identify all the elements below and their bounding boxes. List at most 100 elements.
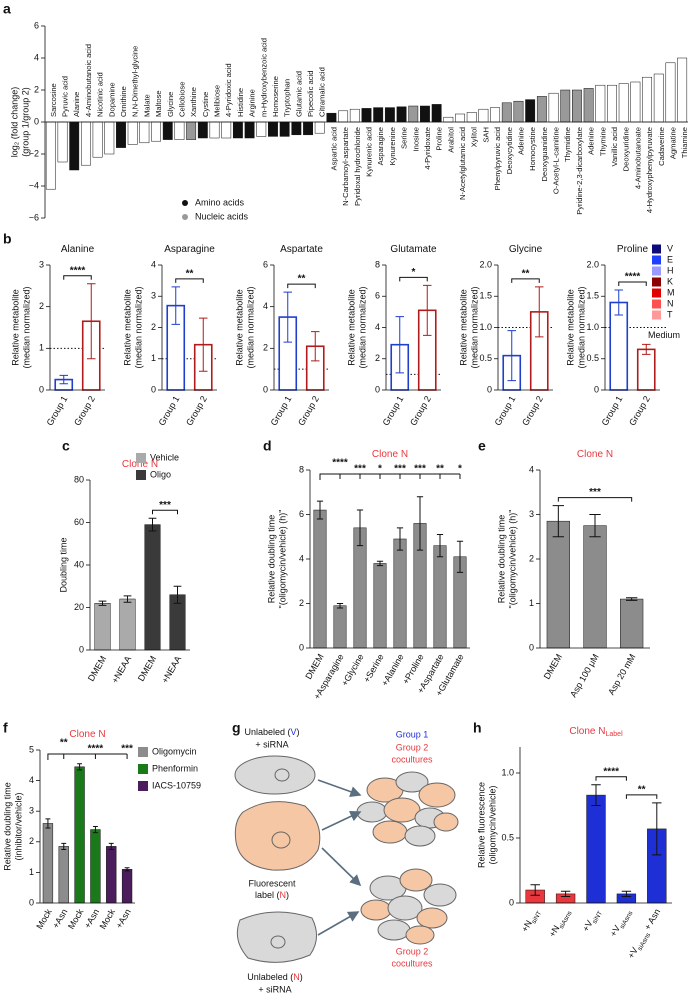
error-bar <box>395 316 405 374</box>
bar <box>279 121 290 137</box>
group-label: Group 1 <box>396 729 429 739</box>
x-tick-label: DMEM <box>136 654 158 683</box>
y-axis-label: (group 1/group 2) <box>20 87 30 157</box>
y-tick-label: 0 <box>79 644 84 654</box>
y-tick-label: 20 <box>74 602 84 612</box>
y-tick-label: 1 <box>529 598 534 608</box>
y-tick-label: 0.5 <box>479 353 492 363</box>
x-tick-label: Group 1 <box>269 394 294 427</box>
y-tick-label: 1.0 <box>501 767 514 777</box>
x-tick-label: Group 1 <box>45 394 70 427</box>
y-axis-label: (median normalized) <box>133 286 143 368</box>
significance-bracket <box>47 753 128 760</box>
x-tick-label: Glycine <box>166 92 175 117</box>
x-tick-label: Adenine <box>587 127 596 155</box>
error-bar <box>560 890 571 897</box>
y-tick-label: 0 <box>529 642 534 652</box>
significance-label: * <box>412 267 416 278</box>
legend-marker <box>652 244 661 254</box>
bar <box>121 869 133 904</box>
title-text: Alanine <box>61 244 95 255</box>
arrows <box>317 779 362 936</box>
significance-label: **** <box>603 766 619 777</box>
x-tick-label: Thymine <box>598 127 607 156</box>
bar <box>546 520 570 649</box>
bar <box>232 121 243 139</box>
y-tick-label: 80 <box>74 474 84 484</box>
significance-bracket <box>287 283 316 289</box>
y-axis-label: (median normalized) <box>469 286 479 368</box>
bar <box>313 509 327 649</box>
chart-title: Glycine <box>509 244 543 255</box>
chart-title: Alanine <box>61 244 95 255</box>
significance-label: **** <box>625 272 641 283</box>
bar <box>106 846 117 904</box>
significance-label: * <box>378 464 382 475</box>
y-tick-label: 0 <box>509 897 514 907</box>
x-tick-label: Pyridoxal hydrochloride <box>353 127 362 206</box>
y-axis-label: (oligomycin/vehicle) <box>487 785 497 864</box>
panel-letter: h <box>473 720 482 736</box>
y-tick-label: 0.5 <box>501 832 514 842</box>
y-tick-label: 0 <box>29 897 34 907</box>
error-bar <box>59 374 69 385</box>
x-tick-label: Asp 20 mM <box>606 652 637 696</box>
panel-letter: b <box>3 231 12 247</box>
y-tick-label: 5 <box>29 744 34 754</box>
bar <box>104 121 115 155</box>
x-tick-label: Pyridine-2,3-dicarboxylate <box>575 127 584 215</box>
label-base: +V <box>581 919 595 934</box>
diagram-g: g Unlabeled (V) + siRNA Fluorescent labe… <box>232 720 459 994</box>
title-text: Proline <box>617 244 649 255</box>
label-base: +V <box>608 924 622 939</box>
error-bar <box>171 286 181 325</box>
bar <box>560 89 571 123</box>
panel-letter: d <box>263 438 272 454</box>
significance-bracket <box>595 776 627 781</box>
legend-label: IACS-10759 <box>152 780 201 790</box>
y-axis-label: log₂ (fold change) <box>9 87 19 158</box>
error-bar <box>507 330 517 382</box>
y-axis-label: "(oligomycin/vehicle) (h)" <box>277 510 287 609</box>
y-tick-label: 1.0 <box>586 322 599 332</box>
error-bar <box>173 585 182 604</box>
y-tick-label: 1 <box>151 353 156 363</box>
legend-label: K <box>667 276 673 286</box>
bar <box>338 110 349 123</box>
x-tick-label: 4-Pyridoxate <box>423 127 432 170</box>
panel-letter: a <box>3 1 11 17</box>
x-tick-label: Inosine <box>411 127 420 152</box>
legend-label: Vehicle <box>150 452 179 462</box>
label-subscript: siAsns <box>619 909 635 930</box>
error-bar <box>310 331 320 362</box>
y-tick-label: 2 <box>34 84 39 94</box>
error-bar <box>436 534 444 558</box>
bar <box>69 121 80 171</box>
x-tick-label: 4-Aminobutanoate <box>633 127 642 189</box>
bar <box>408 105 419 123</box>
error-bar <box>45 818 51 829</box>
x-tick-label: Arginine <box>248 89 257 117</box>
group-label: Group 2 <box>396 742 429 752</box>
x-tick-label: Ornithine <box>119 86 128 117</box>
x-tick-label: Thiamine <box>680 127 689 158</box>
bar <box>209 121 220 139</box>
x-tick-label: Phenylpyruvic acid <box>493 127 502 190</box>
y-tick-label: 1 <box>29 867 34 877</box>
bar <box>326 112 337 123</box>
error-bar <box>77 763 83 771</box>
x-tick-label: Thymidine <box>563 127 572 162</box>
bar <box>636 348 656 391</box>
y-axis-label: Relative metabolite <box>565 289 575 366</box>
bar <box>291 121 302 136</box>
bar <box>116 121 126 148</box>
error-bar <box>86 283 96 360</box>
bar <box>127 121 138 145</box>
legend-label: Nucleic acids <box>195 211 249 221</box>
legend-marker <box>138 747 148 757</box>
y-axis-label: Relative fluorescence <box>476 782 486 868</box>
y-tick-label: 4 <box>34 52 39 62</box>
legend-marker <box>182 214 188 220</box>
x-tick-label: +NsiNT <box>520 907 544 935</box>
